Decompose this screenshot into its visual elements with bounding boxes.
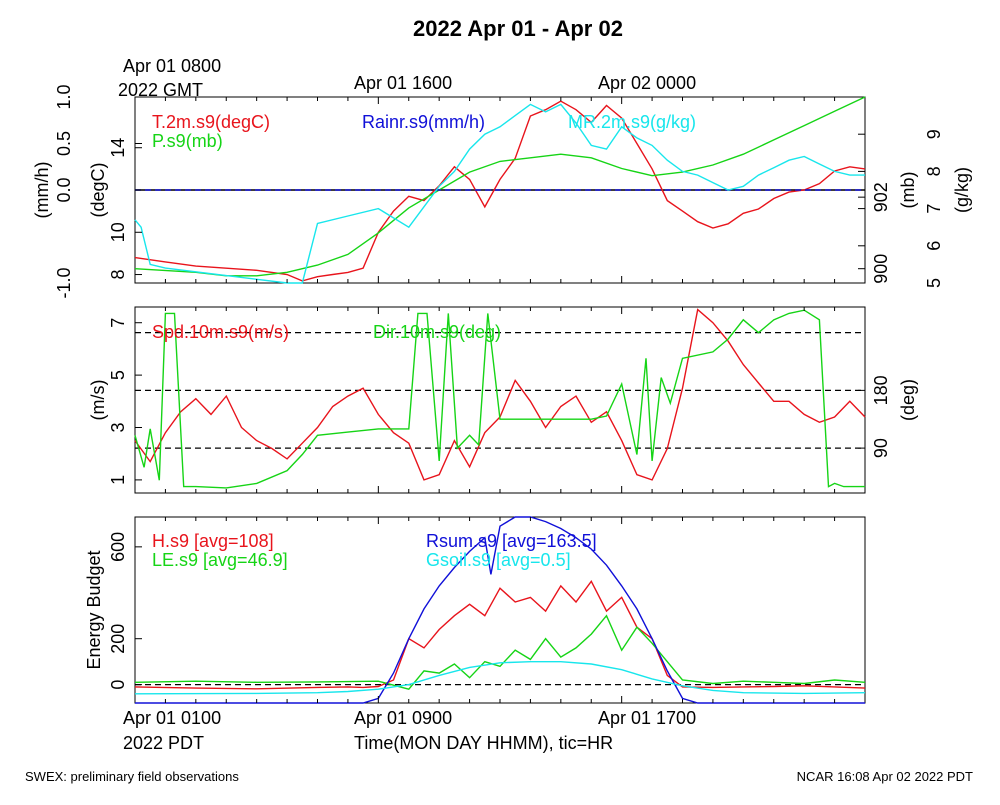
top-time-label-3: Apr 01 1600 xyxy=(354,73,452,93)
speed-tick-label-2: 3 xyxy=(108,422,128,432)
bottom-time-label-3: Apr 01 0900 xyxy=(354,708,452,728)
mixing_ratio-tick-label-2: 6 xyxy=(924,241,944,251)
mixing_ratio-tick-label-4: 8 xyxy=(924,166,944,176)
rain-tick-label-1: -1.0 xyxy=(54,267,74,298)
top-time-label-1: Apr 01 0800 xyxy=(123,56,221,76)
legend-wind-speed: Spd.10m.s9(m/s) xyxy=(152,322,289,342)
rain-tick-label-2: 0.0 xyxy=(54,177,74,202)
speed-tick-label-1: 1 xyxy=(108,475,128,485)
series-1-line xyxy=(134,100,866,282)
temp-tick-label-1: 8 xyxy=(108,269,128,279)
pressure-tick-label-2: 902 xyxy=(871,182,891,212)
rain-tick-label-4: 1.0 xyxy=(54,84,74,109)
energy-tick-label-3: 600 xyxy=(108,532,128,562)
legend-rain-rate: Rainr.s9(mm/h) xyxy=(362,112,485,132)
mixing_ratio-tick-label-3: 7 xyxy=(924,204,944,214)
mixing-ratio-axis-label: (g/kg) xyxy=(952,167,972,213)
legend-mixing-ratio: MR.2m.s9(g/kg) xyxy=(568,112,696,132)
legend-soil-heat: Gsoil.s9 [avg=0.5] xyxy=(426,550,571,570)
speed-tick-label-3: 5 xyxy=(108,370,128,380)
temp-tick-label-2: 10 xyxy=(108,222,128,242)
pressure-axis-label: (mb) xyxy=(898,172,918,209)
legend-pressure: P.s9(mb) xyxy=(152,131,223,151)
legend-temperature: T.2m.s9(degC) xyxy=(152,112,270,132)
series-1-line xyxy=(134,579,866,690)
pressure-tick-label-1: 900 xyxy=(871,254,891,284)
series-4-line xyxy=(134,661,866,695)
legend-wind-direction: Dir.10m.s9(deg) xyxy=(373,322,501,342)
speed-tick-label-4: 7 xyxy=(108,318,128,328)
legend-latent-heat: LE.s9 [avg=46.9] xyxy=(152,550,288,570)
panel-wind: 1 3 5 7 90 180 Spd.10m.s9(m/s) Dir.10m.s9(deg… xyxy=(88,306,918,494)
series-4-line xyxy=(134,103,865,284)
rain-tick-label-3: 0.5 xyxy=(54,131,74,156)
series-2-line xyxy=(134,309,865,489)
series-2-line xyxy=(134,96,866,277)
temp-axis-label: (degC) xyxy=(88,162,108,217)
bottom-time-label-1: Apr 01 0100 xyxy=(123,708,221,728)
energy-tick-label-2: 200 xyxy=(108,624,128,654)
direction-tick-label-1: 90 xyxy=(871,438,891,458)
direction-axis-label: (deg) xyxy=(898,379,918,421)
rain-axis-label: (mm/h) xyxy=(32,162,52,219)
speed-axis-label: (m/s) xyxy=(88,380,108,421)
bottom-time-label-2: 2022 PDT xyxy=(123,733,204,753)
top-time-label-4: Apr 02 0000 xyxy=(598,73,696,93)
footer-left: SWEX: preliminary field observations xyxy=(25,769,239,784)
energy-axis-label: Energy Budget xyxy=(84,550,104,669)
bottom-time-label-4: Apr 01 1700 xyxy=(598,708,696,728)
series-2-line xyxy=(134,614,866,690)
energy-tick-label-1: 0 xyxy=(108,680,128,690)
footer-right: NCAR 16:08 Apr 02 2022 PDT xyxy=(797,769,973,784)
panel-temperature-pressure: -1.0 0.0 0.5 1.0 8 10 14 900 902 5 6 7 8 9 T.2m.s9(de… xyxy=(32,84,972,298)
direction-tick-label-2: 180 xyxy=(871,375,891,405)
mixing_ratio-tick-label-1: 5 xyxy=(924,278,944,288)
temp-tick-label-3: 14 xyxy=(108,138,128,158)
top-time-label-2: 2022 GMT xyxy=(118,80,203,100)
mixing_ratio-tick-label-5: 9 xyxy=(924,129,944,139)
legend-net-radiation: Rsum.s9 [avg=163.5] xyxy=(426,531,597,551)
x-axis-label: Time(MON DAY HHMM), tic=HR xyxy=(354,733,613,753)
legend-sensible-heat: H.s9 [avg=108] xyxy=(152,531,274,551)
figure-title: 2022 Apr 01 - Apr 02 xyxy=(413,16,623,41)
